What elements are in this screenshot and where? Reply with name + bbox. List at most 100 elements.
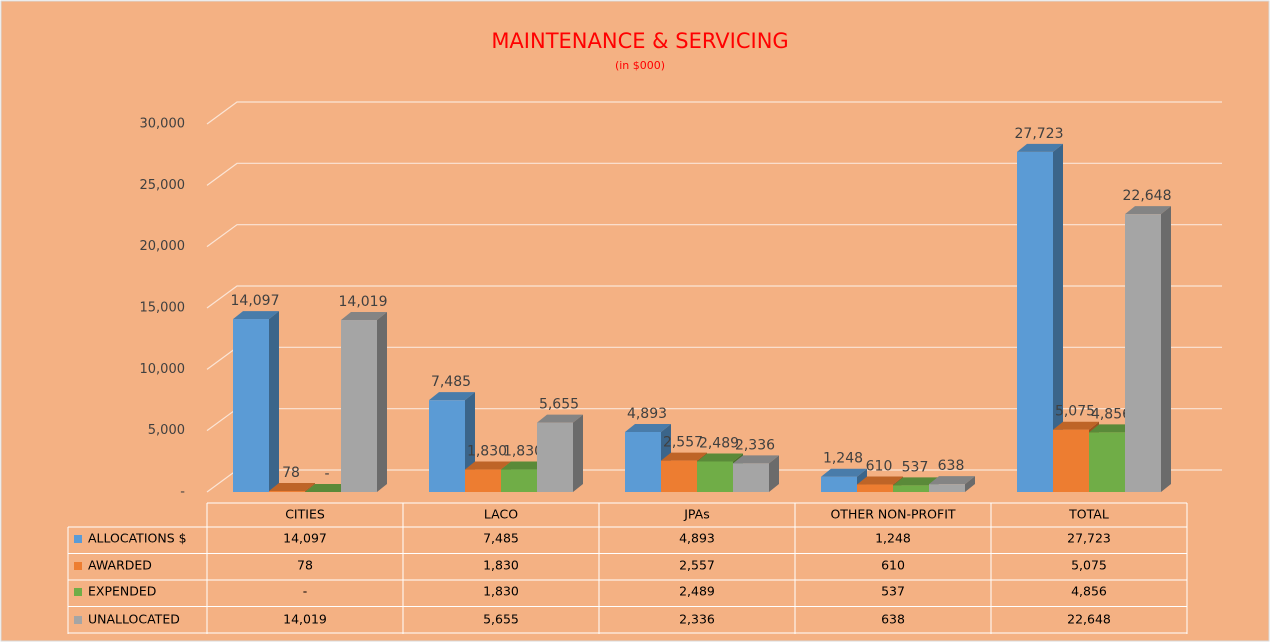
y-tick-label: 25,000	[140, 178, 186, 193]
data-label: 2,557	[663, 435, 703, 451]
data-label: 5,075	[1055, 404, 1095, 420]
data-label: 14,019	[339, 294, 388, 310]
table-cell: 7,485	[483, 531, 519, 546]
bar	[929, 476, 975, 492]
bar-front	[857, 484, 893, 492]
bar-front	[625, 431, 661, 492]
bar-front	[537, 422, 573, 492]
bar-front	[501, 469, 537, 492]
bar-front	[893, 485, 929, 492]
y-tick-label: 15,000	[140, 301, 186, 316]
data-label: -	[324, 466, 329, 482]
y-tick-label: -	[180, 485, 185, 500]
legend-swatch	[74, 616, 82, 624]
legend-label: UNALLOCATED	[88, 612, 180, 627]
bar-top	[429, 392, 475, 401]
bar	[233, 311, 279, 492]
bar	[305, 484, 351, 492]
legend-swatch	[74, 562, 82, 570]
table-cell: 1,830	[483, 584, 519, 599]
table-cell: 610	[881, 558, 905, 573]
bar-top	[929, 476, 975, 485]
bar-side	[573, 414, 583, 492]
bar-top	[661, 452, 707, 461]
bar-top	[233, 311, 279, 320]
table-cell: 2,489	[679, 584, 715, 599]
chart-title: MAINTENANCE & SERVICING	[491, 29, 788, 53]
legend-label: AWARDED	[88, 558, 152, 573]
bar-top	[501, 461, 547, 470]
table-cell: 1,830	[483, 558, 519, 573]
bar-top	[1053, 421, 1099, 430]
bar-front	[733, 463, 769, 492]
bar-top	[1125, 206, 1171, 215]
y-tick-label: 5,000	[148, 423, 185, 438]
table-cell: 5,655	[483, 612, 519, 627]
bar-front	[341, 320, 377, 492]
bar	[733, 455, 779, 492]
bar-front	[429, 400, 465, 492]
bar	[341, 312, 387, 492]
table-cell: 2,336	[679, 612, 715, 627]
bar-side	[769, 455, 779, 492]
bar-side	[1053, 143, 1063, 492]
bar-front	[1125, 214, 1161, 492]
table-cell: 537	[881, 584, 905, 599]
bar-top	[821, 468, 867, 477]
bar-front	[233, 319, 269, 492]
chart-subtitle: (in $000)	[615, 59, 665, 72]
data-label: 78	[282, 465, 300, 481]
table-header: OTHER NON-PROFIT	[830, 507, 955, 522]
legend-label: EXPENDED	[88, 584, 156, 599]
data-label: 22,648	[1123, 188, 1172, 204]
data-label: 4,856	[1091, 406, 1131, 422]
table-cell: 78	[297, 558, 313, 573]
table-cell: 14,019	[283, 612, 327, 627]
bar-top	[625, 423, 671, 432]
table-cell: 4,856	[1071, 584, 1107, 599]
bar-front	[1017, 151, 1053, 492]
data-label: 1,830	[467, 444, 507, 460]
bar-top	[537, 414, 583, 423]
bar-front	[697, 461, 733, 492]
data-label: 537	[902, 459, 929, 475]
bar-front	[269, 491, 305, 492]
table-cell: 14,097	[283, 531, 327, 546]
grid-line	[206, 224, 1222, 248]
table-cell: 4,893	[679, 531, 715, 546]
legend-label: ALLOCATIONS $	[88, 531, 187, 546]
table-cell: 27,723	[1067, 531, 1111, 546]
grid-line	[206, 162, 1222, 186]
bar	[269, 483, 315, 492]
bar-top	[1017, 143, 1063, 152]
bar-front	[929, 484, 965, 492]
grid-line	[206, 285, 1222, 309]
bar-front	[821, 476, 857, 492]
table-cell: 22,648	[1067, 612, 1111, 627]
data-label: 1,248	[823, 451, 863, 467]
bar	[429, 392, 475, 492]
table-cell: 5,075	[1071, 558, 1107, 573]
bar	[537, 414, 583, 492]
bar-front	[1053, 429, 1089, 492]
data-label: 2,489	[699, 435, 739, 451]
table-header: CITIES	[285, 507, 325, 522]
legend-swatch	[74, 535, 82, 543]
data-label: 5,655	[539, 397, 579, 413]
bar-side	[269, 311, 279, 492]
table-cell: 2,557	[679, 558, 715, 573]
y-tick-label: 30,000	[140, 117, 186, 132]
bar-side	[305, 483, 315, 492]
legend-swatch	[74, 588, 82, 596]
data-label: 2,336	[735, 437, 775, 453]
table-header: TOTAL	[1068, 507, 1109, 522]
table-header: LACO	[484, 507, 518, 522]
data-label: 638	[938, 458, 965, 474]
bar-top	[697, 453, 743, 462]
bar-top	[465, 461, 511, 470]
bar-front	[1089, 432, 1125, 492]
bar-side	[377, 312, 387, 492]
bar-top	[1089, 424, 1135, 433]
bar-top	[305, 484, 351, 492]
bar-top	[857, 476, 903, 485]
